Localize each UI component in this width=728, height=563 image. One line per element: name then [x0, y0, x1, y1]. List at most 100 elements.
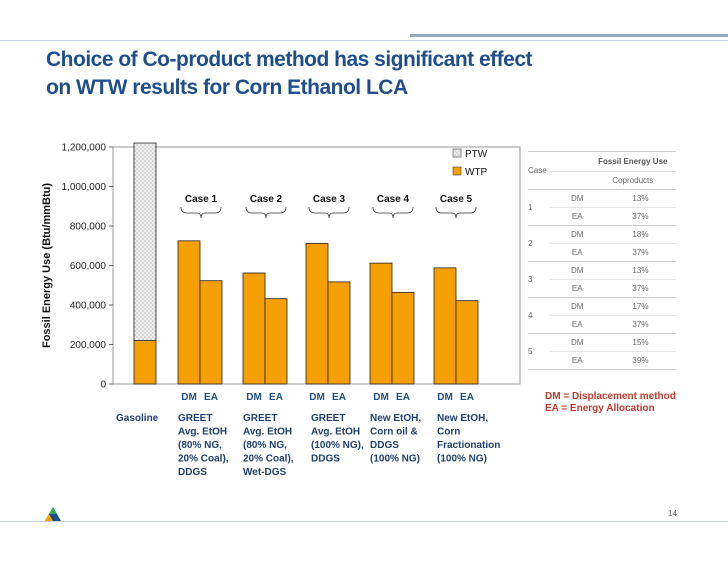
table-cell-value: 37%	[604, 315, 676, 334]
category-caption-line: (100% NG),	[311, 440, 364, 451]
logo-icon	[45, 507, 61, 521]
table-cell-value: 37%	[604, 207, 676, 226]
table-cell-method: EA	[549, 207, 605, 226]
bar-wtp	[327, 281, 351, 385]
case-brace	[372, 206, 414, 219]
table-subheader-row: Coproducts	[528, 171, 676, 190]
table-row: 5 DM 15%	[528, 333, 676, 370]
case-label: Case 5	[440, 194, 473, 205]
bar-method-label: DM	[246, 392, 262, 403]
category-caption-line: Fractionation	[437, 440, 500, 451]
y-axis-label: Fossil Energy Use (Btu/mmBtu)	[41, 183, 53, 348]
top-decoration	[0, 0, 728, 41]
bar-wtp	[133, 340, 157, 385]
table-row: EA 37%	[528, 207, 676, 226]
bar-method-label: DM	[309, 392, 325, 403]
table-cell-value: 39%	[604, 351, 676, 370]
case-label: Case 3	[313, 194, 346, 205]
legend-swatch-ptw	[452, 148, 462, 158]
bar-wtp	[177, 240, 201, 385]
table-cell-value: 17%	[604, 297, 676, 316]
table-cell-value: 37%	[604, 279, 676, 298]
bar-method-label: DM	[181, 392, 197, 403]
bar-wtp	[433, 267, 457, 385]
table-row: 1 DM 13%	[528, 189, 676, 226]
title-line-1: Choice of Co-product method has signific…	[46, 48, 533, 71]
case-brace	[435, 206, 477, 219]
table-cell-case: 4	[528, 297, 550, 334]
bar-wtp	[199, 280, 223, 385]
case-brace	[308, 206, 350, 219]
y-tick-label: 600,000	[70, 261, 107, 272]
bar-wtp	[369, 262, 393, 385]
category-caption-line: Corn oil &	[370, 427, 418, 438]
legend-label-ptw: PTW	[465, 149, 488, 160]
table-row: EA 37%	[528, 243, 676, 262]
table-cell-method: DM	[549, 333, 605, 352]
category-caption-line: GREET	[243, 413, 277, 424]
table-cell-value: 13%	[604, 261, 676, 280]
table-cell-method: DM	[549, 297, 605, 316]
table-cell-value: 13%	[604, 189, 676, 208]
table-row: EA 39%	[528, 351, 676, 370]
category-caption-line: New EtOH,	[437, 413, 488, 424]
category-caption-line: DDGS	[311, 454, 340, 465]
category-caption-line: 20% Coal),	[178, 454, 229, 465]
y-tick-label: 400,000	[70, 301, 107, 312]
category-caption-line: Gasoline	[116, 413, 159, 424]
category-caption-line: DDGS	[370, 440, 399, 451]
bar-method-label: EA	[204, 392, 218, 403]
table-cell-case: 2	[528, 225, 550, 262]
bar-ptw	[133, 142, 157, 341]
bar-wtp	[391, 291, 415, 385]
fossil-energy-chart: 0 200,000 400,000 600,000 800,000 1,000,000 1,…	[41, 142, 521, 478]
y-tick-label: 1,200,000	[62, 143, 107, 154]
legend-label-wtp: WTP	[465, 167, 488, 178]
case-brace	[180, 206, 222, 219]
category-caption-line: Wet-DGS	[243, 467, 286, 478]
y-tick-label: 200,000	[70, 340, 107, 351]
case-label: Case 1	[185, 194, 218, 205]
table-cell-value: 18%	[604, 225, 676, 244]
table-cell-value: 15%	[604, 333, 676, 352]
category-caption-line: (80% NG,	[243, 440, 287, 451]
category-caption-line: 20% Coal),	[243, 454, 294, 465]
summary-table: Case Fossil Energy Use Coproducts 1 DM 13% EA 3…	[528, 151, 676, 370]
table-cell-method: EA	[549, 351, 605, 370]
table-row: EA 37%	[528, 279, 676, 298]
bar-wtp	[305, 242, 329, 385]
table-cell-case: 5	[528, 333, 550, 370]
case-label: Case 2	[250, 194, 283, 205]
table-cell-method: DM	[549, 261, 605, 280]
table-row: 4 DM 17%	[528, 297, 676, 334]
table-cell-value: 37%	[604, 243, 676, 262]
table-row: EA 37%	[528, 315, 676, 334]
bar-method-label: EA	[396, 392, 410, 403]
table-cell-method: EA	[549, 243, 605, 262]
bar-wtp	[455, 300, 479, 385]
bar-method-label: DM	[437, 392, 453, 403]
category-caption-line: New EtOH,	[370, 413, 421, 424]
table-row: 3 DM 13%	[528, 261, 676, 298]
note-ea: EA = Energy Allocation	[545, 403, 655, 414]
category-caption-line: GREET	[311, 413, 345, 424]
bar-method-label: EA	[269, 392, 283, 403]
bar-method-label: EA	[332, 392, 346, 403]
y-tick-label: 0	[100, 380, 106, 391]
table-cell-method: DM	[549, 225, 605, 244]
category-caption-line: (100% NG)	[437, 454, 487, 465]
legend-swatch-wtp	[452, 166, 462, 176]
table-header-case: Case	[528, 151, 550, 190]
category-caption-line: (80% NG,	[178, 440, 222, 451]
bar-wtp	[242, 272, 266, 385]
y-tick-label: 800,000	[70, 222, 107, 233]
table-cell-case: 3	[528, 261, 550, 298]
table-header-fossil: Fossil Energy Use	[549, 151, 676, 172]
table-cell-method: DM	[549, 189, 605, 208]
top-stripe	[410, 34, 728, 37]
table-cell-method: EA	[549, 315, 605, 334]
note-dm: DM = Displacement method	[545, 391, 676, 402]
case-brace	[245, 206, 287, 219]
table-cell-case: 1	[528, 189, 550, 226]
category-caption-line: Avg. EtOH	[178, 427, 227, 438]
